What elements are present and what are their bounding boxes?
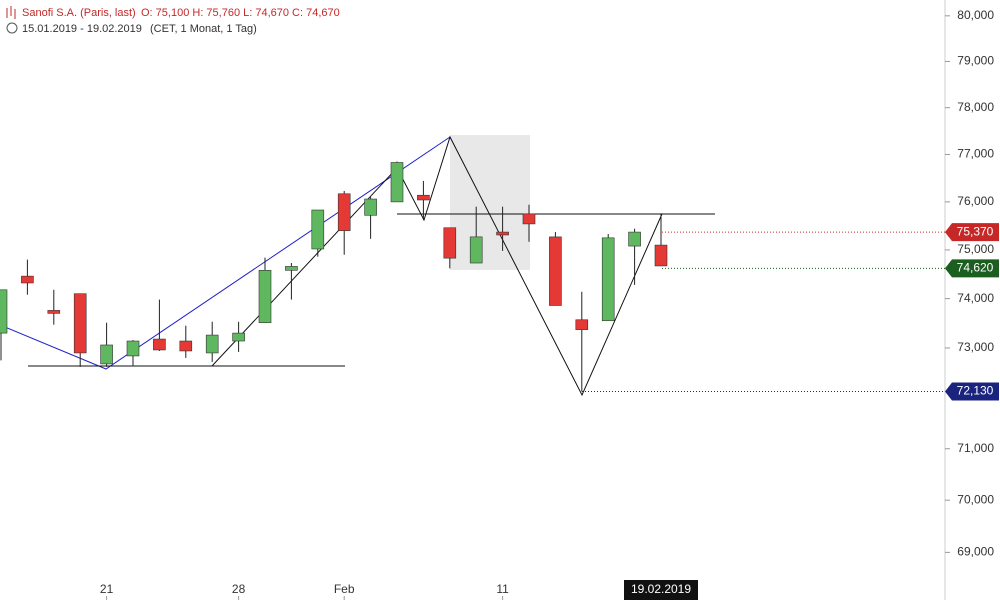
date-range: 15.01.2019 - 19.02.2019: [22, 23, 142, 35]
candle-body: [522, 213, 536, 225]
y-tick-label: 69,000: [957, 545, 994, 559]
candle-body: [575, 319, 589, 330]
price-label: 75,370: [957, 224, 994, 238]
candle-body: [469, 236, 483, 264]
highlight-zone: [450, 135, 530, 270]
candle-body: [496, 231, 509, 236]
price-label-box: [945, 382, 999, 401]
x-tick-label: 21: [100, 582, 114, 596]
x-tick-label: 28: [232, 582, 246, 596]
candle-body: [417, 194, 430, 201]
price-label: 74,620: [957, 261, 994, 275]
candle-body: [232, 332, 245, 342]
y-tick-label: 73,000: [957, 340, 994, 354]
y-tick-label: 74,000: [957, 291, 994, 305]
zigzag-line: [211, 135, 663, 397]
y-tick-label: 77,000: [957, 147, 994, 161]
quote: O: 75,100 H: 75,760 L: 74,670 C: 74,670: [141, 7, 340, 19]
price-label: 72,130: [957, 384, 994, 398]
candle-body: [126, 340, 140, 357]
y-tick-label: 75,000: [957, 242, 994, 256]
candle-body: [390, 162, 404, 203]
candle-body: [73, 293, 87, 354]
candle-body: [153, 338, 166, 351]
clock-icon: [6, 22, 18, 34]
candle-body: [21, 275, 34, 284]
candle-body: [47, 310, 61, 314]
trend-line: [0, 136, 451, 370]
candle-body: [258, 270, 272, 324]
x-label-highlight: [624, 580, 698, 600]
candle-body: [364, 198, 377, 216]
x-tick-label: Feb: [334, 582, 355, 596]
chart-icon: [6, 6, 16, 19]
x-tick-label: 19.02.2019: [631, 582, 691, 596]
candle-body: [205, 334, 219, 354]
y-tick-label: 71,000: [957, 441, 994, 455]
candle-body: [285, 266, 298, 271]
candle-body: [0, 289, 8, 334]
candle-body: [601, 237, 615, 322]
candle-body: [100, 344, 113, 365]
candle-body: [311, 209, 325, 250]
y-tick-label: 76,000: [957, 194, 994, 208]
price-label-box: [945, 223, 999, 242]
candle-body: [654, 244, 668, 267]
candle-body: [443, 227, 457, 259]
candle-body: [337, 193, 351, 231]
y-tick-label: 78,000: [957, 100, 994, 114]
y-tick-label: 70,000: [957, 492, 994, 506]
settings: (CET, 1 Monat, 1 Tag): [150, 23, 257, 35]
y-tick-label: 79,000: [957, 54, 994, 68]
y-tick-label: 80,000: [957, 8, 994, 22]
candle-body: [179, 340, 193, 352]
chart-title: Sanofi S.A. (Paris, last): [22, 7, 136, 19]
candle-body: [628, 231, 641, 247]
x-tick-label: 11: [496, 582, 509, 596]
candle-body: [549, 236, 562, 306]
price-label-box: [945, 259, 999, 278]
